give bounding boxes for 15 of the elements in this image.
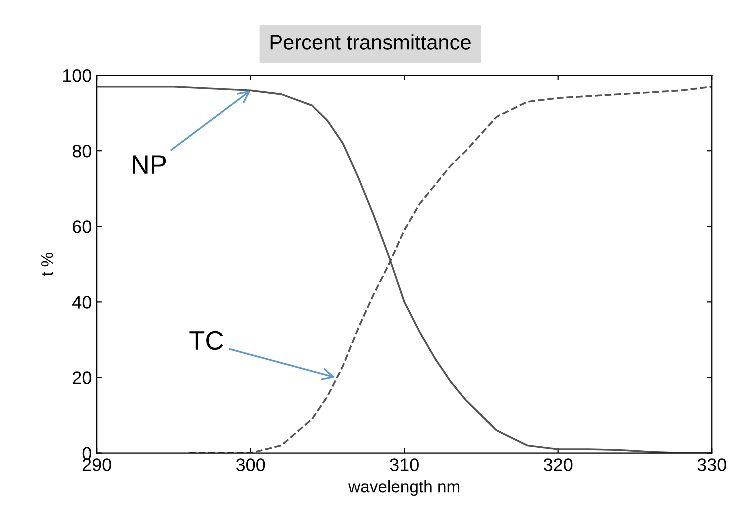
x-tick-label: 310 [390, 458, 419, 472]
y-tick-label: 80 [72, 145, 92, 158]
annotation: TC [190, 331, 224, 350]
y-tick-label: 100 [63, 69, 92, 82]
x-tick-label: 330 [698, 458, 726, 472]
y-axis-title: t % [42, 252, 54, 276]
y-tick-label: 40 [72, 296, 92, 309]
x-axis-title: wavelength nm [348, 480, 460, 496]
x-tick-label: 290 [82, 458, 112, 472]
x-tick-label: 320 [544, 458, 573, 472]
x-tick-label: 300 [236, 458, 266, 472]
annotation: NP [133, 156, 166, 174]
y-tick-label: 60 [73, 220, 92, 234]
chart-title: Percent transmittance [270, 34, 471, 50]
y-tick-label: 20 [73, 372, 92, 384]
